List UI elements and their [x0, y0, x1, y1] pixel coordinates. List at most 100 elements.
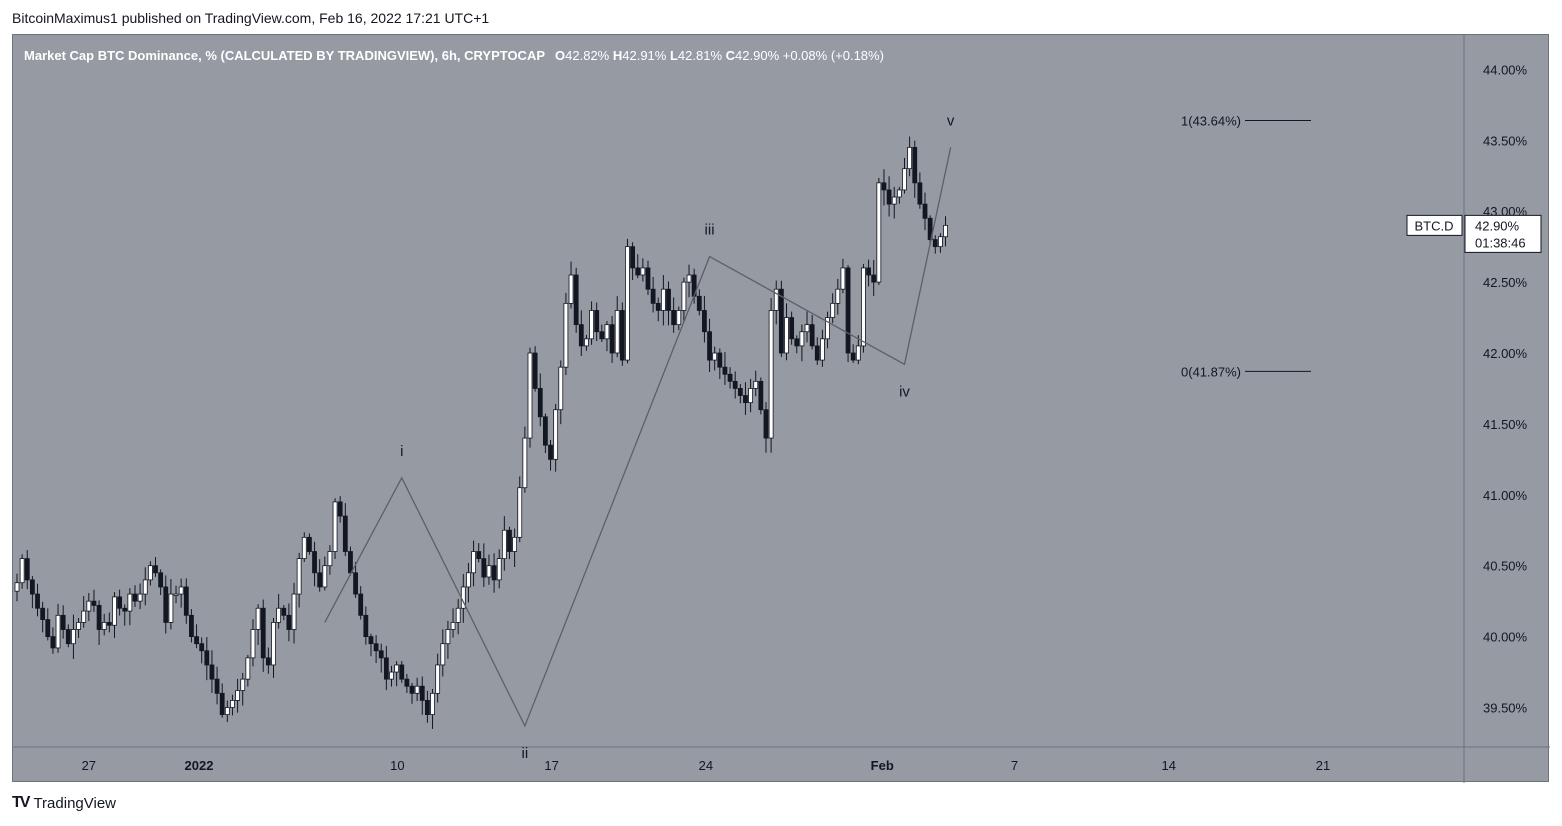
y-tick-label: 44.00% [1483, 62, 1528, 77]
candle [896, 186, 902, 204]
candle [435, 653, 441, 703]
candle [614, 296, 620, 358]
candle [804, 311, 810, 343]
candle [809, 314, 815, 350]
candle [209, 650, 215, 693]
symbol-tag-text: BTC.D [1415, 218, 1454, 233]
candle [35, 583, 40, 617]
candle [363, 606, 369, 645]
candle [24, 550, 30, 590]
price-tag [1464, 214, 1542, 253]
candle [219, 683, 225, 718]
chart-frame[interactable]: i ii iii iv v 1(43.64%) 0(41.87%) 44.00% 43.50… [12, 34, 1550, 783]
candle [696, 289, 702, 316]
candle [240, 672, 246, 706]
candle [450, 608, 456, 638]
candle [619, 302, 625, 366]
candle [29, 576, 35, 609]
candle [55, 603, 61, 653]
candle [353, 561, 358, 598]
candle [419, 676, 425, 715]
candle [291, 582, 297, 644]
candle [173, 585, 179, 604]
candle [527, 347, 533, 448]
candle [737, 384, 743, 404]
candle [702, 295, 707, 343]
footer: TV TradingView [12, 794, 116, 812]
candle [183, 578, 189, 624]
fib-label: 1(43.64%) [1181, 113, 1241, 128]
candle [230, 694, 235, 716]
candle [132, 585, 138, 607]
candle [753, 370, 759, 397]
candle [394, 661, 400, 687]
candle [850, 344, 856, 363]
candle [163, 575, 169, 634]
candle [891, 186, 897, 219]
price-tag-countdown: 01:38:46 [1475, 235, 1526, 250]
candle [532, 346, 538, 392]
candle [522, 426, 528, 493]
candle [286, 603, 292, 642]
candle [424, 690, 430, 723]
candle [358, 586, 364, 620]
candle [486, 554, 492, 585]
candle [655, 297, 661, 322]
candle [758, 377, 764, 415]
candle [599, 324, 605, 343]
candle [117, 589, 122, 616]
time-axis[interactable]: 27 2022 10 17 24 Feb 7 14 21 [82, 758, 1331, 773]
candle [250, 619, 256, 667]
candle [542, 413, 548, 453]
candle [409, 683, 415, 704]
candle [748, 378, 753, 413]
y-tick-label: 41.50% [1483, 417, 1528, 432]
candle [301, 532, 307, 562]
candle [886, 176, 892, 217]
chart-title: Market Cap BTC Dominance, % (CALCULATED … [24, 48, 545, 63]
candle [932, 235, 938, 254]
candle [91, 589, 97, 612]
candle [645, 260, 651, 295]
candle [312, 541, 317, 587]
candle [573, 267, 579, 333]
candle [348, 546, 353, 576]
candle [476, 543, 482, 563]
elliott-wave-line [324, 147, 952, 728]
candle [604, 321, 610, 352]
candle [383, 645, 389, 691]
wave-label-ii: ii [522, 745, 529, 762]
candle [14, 573, 20, 602]
candle [101, 613, 107, 636]
candle [584, 334, 589, 351]
candle [122, 604, 128, 626]
candle [625, 238, 630, 364]
x-tick-label: 21 [1316, 758, 1330, 773]
candle [404, 673, 410, 693]
candle [466, 562, 471, 603]
candle [332, 498, 338, 559]
y-tick-label: 42.00% [1483, 346, 1528, 361]
candle [876, 177, 882, 285]
candle [389, 665, 394, 687]
candle [845, 265, 851, 363]
fib-label: 0(41.87%) [1181, 364, 1241, 379]
candle [260, 599, 266, 672]
candle [789, 311, 795, 345]
candle [902, 157, 907, 194]
candle [86, 592, 92, 621]
candle [820, 329, 825, 367]
current-price-label: BTC.D 42.90% 01:38:46 [1406, 214, 1542, 253]
candle [938, 233, 943, 253]
candle [501, 516, 507, 571]
candle [707, 318, 712, 372]
candle [814, 337, 820, 365]
candle [922, 192, 928, 231]
candle [681, 277, 687, 323]
candle [127, 588, 133, 626]
candle [189, 609, 194, 643]
fib-levels-group: 1(43.64%) 0(41.87%) [1181, 113, 1311, 379]
price-axis[interactable]: 44.00%43.50%43.00%42.50%42.00%41.50%41.0… [1483, 62, 1528, 715]
